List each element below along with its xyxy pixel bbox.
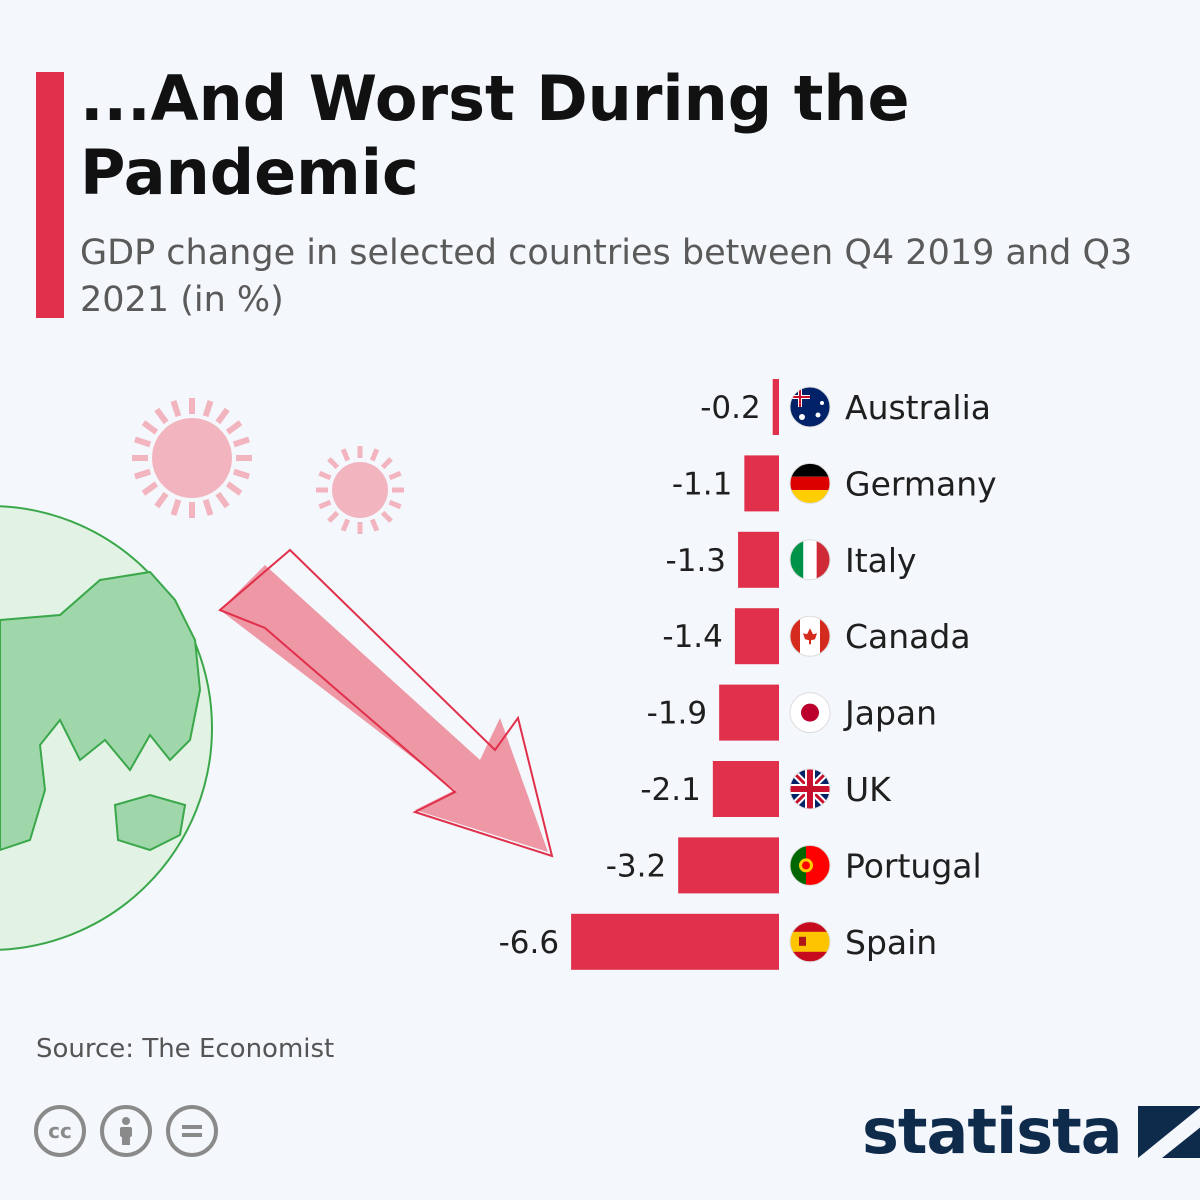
no-derivatives-icon[interactable] <box>166 1105 218 1157</box>
canada-flag-icon <box>789 615 831 657</box>
bar-canada <box>734 608 779 665</box>
value-label: -0.2 <box>700 390 761 426</box>
arrow-down-icon <box>218 548 554 858</box>
bar-spain <box>571 913 779 970</box>
spain-flag-icon <box>789 921 831 963</box>
bar-germany <box>744 455 779 512</box>
bar-japan <box>719 684 779 741</box>
bar-uk <box>712 761 779 817</box>
japan-flag-icon <box>789 692 831 734</box>
attribution-icon[interactable] <box>100 1105 152 1157</box>
statista-logo-icon <box>1137 1105 1200 1158</box>
category-label: Canada <box>845 617 971 656</box>
bar-italy <box>738 531 779 588</box>
license-icons: cc <box>34 1105 218 1157</box>
category-label: Japan <box>843 694 937 733</box>
value-label: -2.1 <box>640 772 701 808</box>
bar-portugal <box>678 837 779 894</box>
virus-icon <box>132 398 252 518</box>
value-label: -1.3 <box>666 543 727 579</box>
virus-icon <box>316 446 404 534</box>
category-label: UK <box>845 770 892 809</box>
portugal-flag-icon <box>789 844 831 886</box>
cc-license-icon[interactable]: cc <box>34 1105 86 1157</box>
value-label: -1.9 <box>647 696 708 732</box>
category-label: Portugal <box>845 846 982 885</box>
statista-logo[interactable]: statista <box>862 1095 1200 1168</box>
italy-flag-icon <box>789 539 831 581</box>
germany-flag-icon <box>789 462 831 504</box>
brand-name: statista <box>862 1095 1123 1168</box>
bar-australia <box>772 379 779 435</box>
category-label: Italy <box>845 541 917 580</box>
value-label: -3.2 <box>606 848 667 884</box>
value-label: -1.1 <box>672 466 733 502</box>
chart-subtitle: GDP change in selected countries between… <box>80 233 1133 320</box>
value-label: -1.4 <box>662 619 723 655</box>
australia-flag-icon <box>789 386 831 428</box>
title-accent-bar <box>36 72 64 318</box>
source-note: Source: The Economist <box>36 1034 335 1064</box>
category-label: Australia <box>845 388 991 427</box>
category-label: Germany <box>845 464 997 503</box>
category-label: Spain <box>845 923 937 962</box>
chart-title: ...And Worst During the Pandemic <box>80 62 910 209</box>
value-label: -6.6 <box>499 925 560 961</box>
globe-icon <box>0 505 213 951</box>
uk-flag-icon <box>789 768 831 810</box>
